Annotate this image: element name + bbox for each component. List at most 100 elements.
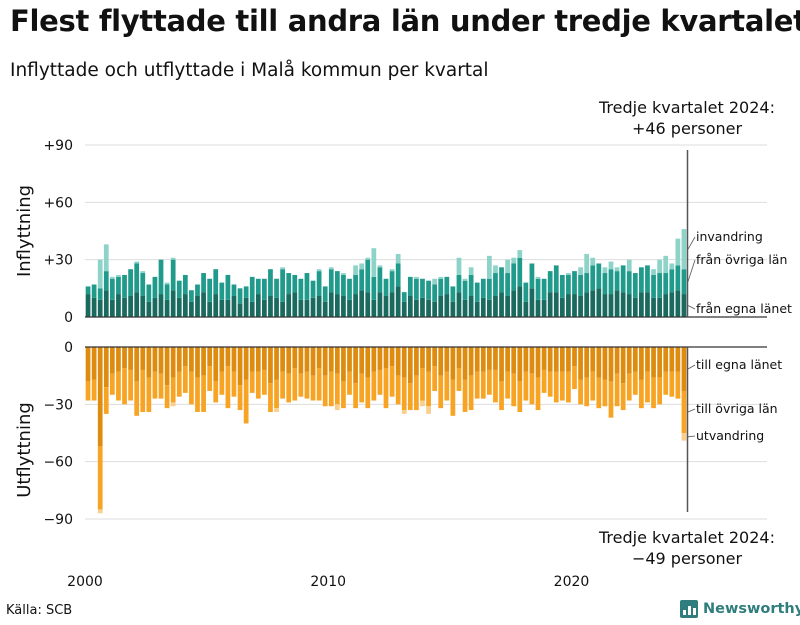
inflow-bar-segment [401,292,407,302]
inflow-bar-segment [395,286,401,317]
outflow-bar-segment [231,371,237,397]
inflow-bar-segment [170,290,176,317]
inflow-bar-segment [517,257,523,287]
outflow-bar-segment [310,347,316,376]
outflow-bar-segment [651,347,656,378]
outflow-bar-segment [164,385,170,409]
inflow-bar-segment [91,297,97,317]
inflow-bar-segment [547,271,553,293]
outflow-annotation: Tredje kvartalet 2024: [598,528,775,547]
inflow-bar-segment [255,278,261,295]
inflow-bar-segment [213,294,219,317]
inflow-bar-segment [541,299,547,317]
inflow-annotation: +46 personer [632,119,743,138]
outflow-bar-segment [462,379,468,412]
inflow-bar-segment [359,290,365,317]
inflow-bar-segment [128,269,133,296]
inflow-bar-segment [462,280,468,300]
inflow-bar-segment [97,299,103,317]
inflow-bar-segment [97,259,103,289]
inflow-bar-segment [632,273,638,298]
inflow-bar-segment [639,292,644,317]
outflow-bar-segment [432,347,438,367]
inflow-bar-segment [401,301,407,317]
inflow-bar-segment [414,276,419,279]
inflow-bar-segment [620,265,626,293]
inflow-bar-segment [596,288,602,317]
outflow-bar-segment [274,379,279,409]
outflow-bar-segment [128,347,133,370]
outflow-bar-segment [632,371,638,395]
outflow-bar-segment [620,347,626,384]
brand-logo[interactable]: Newsworthy [680,600,800,618]
inflow-bar-segment [468,274,474,296]
outflow-bar-segment [535,347,541,378]
inflow-bar-segment [365,257,371,260]
outflow-bar-segment [669,371,675,397]
y-tick-label: −60 [43,455,73,471]
inflow-bar-segment [377,292,383,317]
inflow-bar-segment [243,286,249,298]
outflow-bar-segment [85,347,91,382]
inflow-bar-segment [292,292,298,317]
inflow-bar-segment [590,265,596,291]
inflow-bar-segment [505,273,510,296]
inflow-bar-segment [450,301,456,317]
inflow-bar-segment [566,294,571,317]
outflow-bar-segment [377,347,383,370]
inflow-bar-segment [255,294,261,317]
outflow-bar-segment [639,347,644,380]
outflow-bar-segment [249,371,255,393]
outflow-bar-segment [109,347,115,374]
outflow-bar-segment [365,347,371,378]
inflow-bar-segment [140,271,146,274]
inflow-bar-segment [158,259,164,295]
outflow-bar-segment [553,371,559,403]
inflow-bar-segment [213,269,219,295]
outflow-bar-segment [651,377,656,409]
outflow-bar-segment [286,347,292,374]
outflow-bar-segment [122,347,127,369]
outflow-bar-segment [432,366,438,391]
inflow-bar-segment [122,274,127,298]
inflow-bar-segment [523,301,529,317]
outflow-axis-title: Utflyttning [14,402,35,498]
outflow-bar-segment [553,347,559,372]
outflow-bar-segment [602,379,608,407]
inflow-bar-segment [553,265,559,293]
outflow-bar-segment [511,373,517,407]
outflow-bar-segment [529,373,535,405]
y-tick-label: +30 [43,253,73,269]
inflow-bar-segment [596,263,602,289]
inflow-bar-segment [109,276,115,279]
outflow-bar-segment [407,383,413,411]
inflow-bar-segment [663,273,669,295]
outflow-bar-segment [572,347,577,367]
inflow-bar-segment [438,295,444,317]
outflow-bar-segment [365,377,371,409]
inflow-bar-segment [395,253,401,264]
outflow-bar-segment [97,509,103,514]
inflow-bar-segment [432,301,438,317]
inflow-bar-segment [176,297,182,317]
inflow-bar-segment [189,301,194,317]
inflow-bar-segment [572,294,577,317]
outflow-bar-segment [675,347,681,372]
inflow-bar-segment [487,299,492,317]
inflow-bar-segment [675,290,681,317]
inflow-bar-segment [201,292,206,317]
inflow-bar-segment [493,273,498,296]
inflow-bar-segment [681,229,687,270]
inflow-bar-segment [341,274,346,296]
outflow-bar-segment [480,347,486,372]
outflow-bar-segment [480,371,486,399]
inflow-bar-segment [316,271,322,296]
outflow-bar-segment [268,347,273,384]
inflow-bar-segment [462,278,468,281]
outflow-bar-segment [657,377,662,405]
outflow-bar-segment [669,347,675,372]
inflow-bar-segment [201,273,206,293]
outflow-bar-segment [559,347,565,372]
series-label-connector [687,408,696,413]
outflow-bar-segment [255,347,261,372]
